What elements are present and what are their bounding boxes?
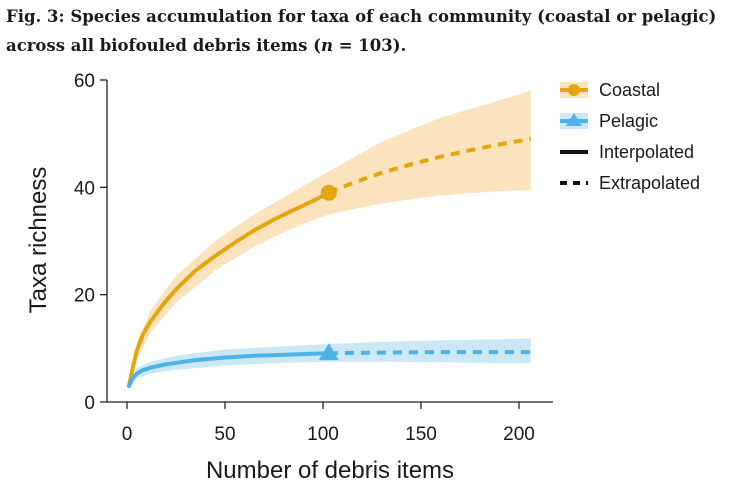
- x-tick-label: 100: [307, 424, 339, 445]
- caption-n-symbol: n: [320, 36, 333, 55]
- x-tick-label: 200: [503, 424, 535, 445]
- confidence-bands: [129, 90, 531, 386]
- legend-item-extrapolated: Extrapolated: [560, 173, 700, 193]
- coastal-confidence-band: [129, 90, 531, 386]
- series-lines: [127, 137, 532, 388]
- caption-text: Species accumulation for taxa of each co…: [6, 7, 717, 55]
- coastal-interpolated-line: [127, 190, 331, 388]
- x-tick-label: 150: [405, 424, 437, 445]
- legend-item-pelagic: Pelagic: [560, 111, 658, 131]
- pelagic-extrapolated-line: [328, 350, 531, 356]
- coastal-extrapolated-line: [328, 137, 532, 195]
- legend-label-coastal: Coastal: [599, 80, 660, 100]
- y-axis-label: Taxa richness: [25, 167, 52, 314]
- x-axis-label: Number of debris items: [206, 457, 454, 484]
- legend-marker-pelagic: [566, 113, 582, 126]
- legend-label-extrapolated: Extrapolated: [599, 173, 700, 193]
- caption-n-value: = 103).: [332, 36, 407, 55]
- y-tick-label: 20: [74, 286, 95, 307]
- axes: 0 20 40 60 0 50 100 150 200: [74, 71, 553, 445]
- pelagic-interpolated-line: [127, 351, 331, 388]
- legend-label-interpolated: Interpolated: [599, 142, 694, 162]
- pelagic-observed-marker: [318, 343, 339, 361]
- y-tick-label: 40: [74, 178, 95, 199]
- figure-label: Fig. 3:: [6, 7, 65, 26]
- series-markers: [318, 184, 339, 361]
- coastal-observed-marker: [320, 184, 337, 201]
- y-tick-label: 60: [74, 71, 95, 92]
- x-tick-label: 50: [214, 424, 235, 445]
- legend: Coastal Pelagic Interpolated Extrapolated: [560, 80, 700, 193]
- legend-item-coastal: Coastal: [560, 80, 660, 100]
- y-tick-label: 0: [84, 393, 95, 414]
- legend-label-pelagic: Pelagic: [599, 111, 658, 131]
- legend-item-interpolated: Interpolated: [560, 142, 694, 162]
- x-tick-label: 0: [122, 424, 133, 445]
- legend-marker-coastal: [568, 84, 580, 96]
- figure-caption: Fig. 3: Species accumulation for taxa of…: [6, 2, 736, 60]
